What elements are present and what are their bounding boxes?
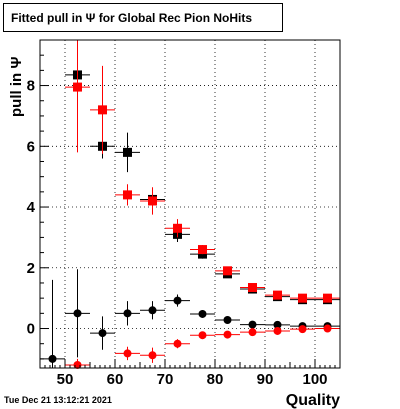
circle-marker xyxy=(123,309,132,318)
x-tick-label: 60 xyxy=(107,371,124,388)
square-marker xyxy=(123,190,132,200)
circle-marker xyxy=(173,339,182,348)
timestamp-footer: Tue Dec 21 13:12:21 2021 xyxy=(4,395,112,405)
title-box: Fitted pull in Ψ for Global Rec Pion NoH… xyxy=(3,3,283,32)
data-points xyxy=(40,40,340,369)
grid-lines xyxy=(40,40,340,368)
circle-marker xyxy=(73,309,82,318)
square-marker xyxy=(123,147,132,157)
y-tick-label: 6 xyxy=(27,138,35,155)
square-marker xyxy=(148,196,157,206)
circle-marker xyxy=(223,330,232,339)
circle-marker xyxy=(273,320,282,329)
square-marker xyxy=(173,223,182,233)
circle-marker xyxy=(148,306,157,315)
chart-title: Fitted pull in Ψ for Global Rec Pion NoH… xyxy=(11,11,253,25)
x-tick-label: 100 xyxy=(302,371,327,388)
x-tick-label: 50 xyxy=(57,371,74,388)
circle-marker xyxy=(173,296,182,305)
circle-marker xyxy=(248,320,257,329)
circle-marker xyxy=(48,354,57,363)
y-tick-label: 2 xyxy=(27,260,35,277)
series-1 xyxy=(65,40,340,303)
circle-marker xyxy=(248,328,257,337)
series-3 xyxy=(65,324,340,369)
series-2 xyxy=(40,269,340,368)
square-marker xyxy=(73,82,82,92)
axis-ticks: 50 60 70 80 90 100 0 2 4 6 8 xyxy=(27,39,341,388)
square-marker xyxy=(298,293,307,303)
square-marker xyxy=(198,245,207,255)
circle-marker xyxy=(148,351,157,360)
x-axis-label: Quality xyxy=(286,392,340,409)
square-marker xyxy=(248,283,257,293)
square-marker xyxy=(223,266,232,276)
x-tick-label: 80 xyxy=(207,371,224,388)
y-tick-label: 4 xyxy=(27,199,36,216)
circle-marker xyxy=(98,329,107,338)
circle-marker xyxy=(198,331,207,340)
x-tick-label: 70 xyxy=(157,371,174,388)
y-tick-label: 8 xyxy=(27,78,35,95)
circle-marker xyxy=(198,309,207,318)
circle-marker xyxy=(123,349,132,358)
square-marker xyxy=(323,293,332,303)
circle-marker xyxy=(298,325,307,334)
circle-marker xyxy=(223,316,232,325)
square-marker xyxy=(98,105,107,115)
square-marker xyxy=(273,290,282,300)
x-tick-label: 90 xyxy=(257,371,274,388)
y-tick-label: 0 xyxy=(27,321,35,338)
plot-frame xyxy=(39,39,341,369)
series-0 xyxy=(65,65,340,305)
y-axis-label: pull in Ψ xyxy=(8,57,25,117)
circle-marker xyxy=(323,324,332,333)
circle-marker xyxy=(273,326,282,335)
